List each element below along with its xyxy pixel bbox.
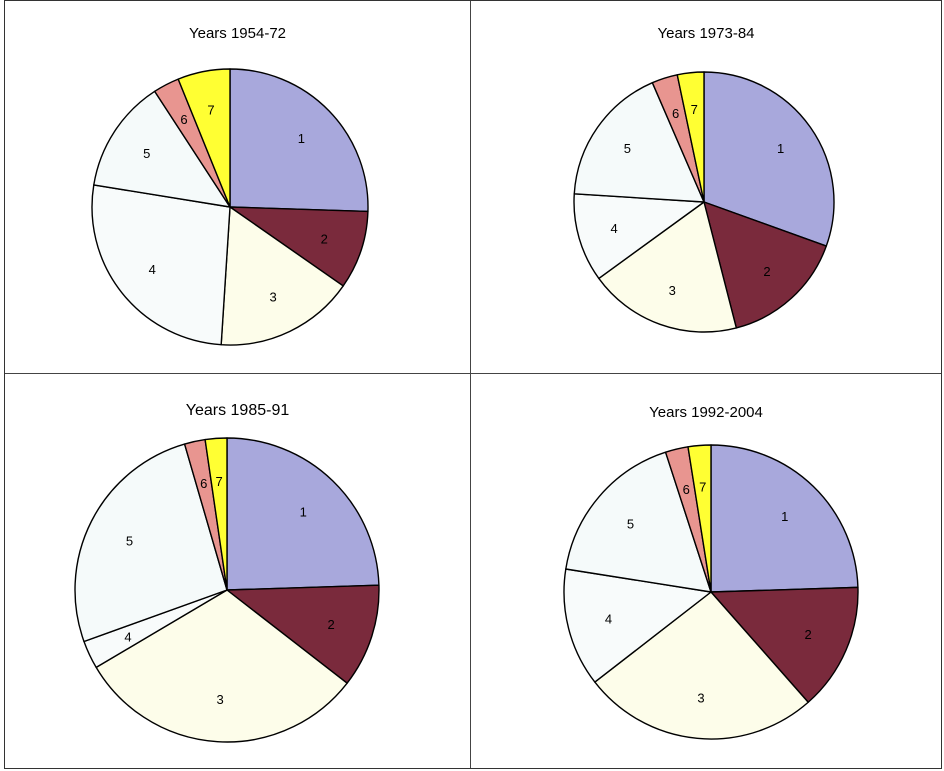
pie-slice-1	[226, 437, 380, 591]
slice-label-5: 5	[624, 141, 631, 156]
pie-slice-5	[565, 451, 712, 593]
pie-slice-3	[220, 206, 344, 346]
slice-label-1: 1	[298, 131, 305, 146]
slice-label-4: 4	[605, 611, 612, 626]
pie-slice-1	[710, 444, 859, 593]
pie-slice-7	[687, 444, 712, 593]
pie-slice-7	[676, 71, 705, 203]
pie-slice-7	[204, 437, 228, 591]
pie-slice-2	[229, 206, 369, 287]
chart-title: Years 1954-72	[188, 25, 287, 42]
pie-slice-4	[563, 568, 712, 683]
slice-label-6: 6	[683, 482, 690, 497]
slice-label-5: 5	[126, 533, 133, 548]
slice-label-5: 5	[627, 516, 634, 531]
slice-label-4: 4	[149, 262, 156, 277]
pie-slice-7	[177, 68, 231, 208]
pie-chart-1954-72: 1 2 3 4 5 6 7	[91, 68, 369, 346]
pie-slice-1	[703, 71, 835, 247]
chart-title: Years 1992-2004	[649, 404, 763, 421]
pie-slice-3	[95, 589, 348, 743]
pie-slice-5	[93, 90, 231, 208]
pie-slice-2	[703, 201, 828, 329]
slice-label-3: 3	[669, 283, 676, 298]
pie-slice-2	[226, 584, 380, 684]
pie-slice-5	[74, 443, 228, 643]
chart-title: Years 1973-84	[657, 25, 755, 42]
slice-label-4: 4	[610, 221, 617, 236]
pie-slice-4	[91, 184, 231, 346]
slice-label-2: 2	[804, 627, 811, 642]
slice-label-1: 1	[777, 141, 784, 156]
slice-label-7: 7	[691, 102, 698, 117]
slice-label-6: 6	[200, 476, 207, 491]
slice-label-2: 2	[763, 264, 770, 279]
slice-label-6: 6	[672, 106, 679, 121]
pie-chart-1973-84: 1 2 3 4 5 6 7	[573, 71, 835, 333]
slice-label-2: 2	[327, 617, 334, 632]
slice-label-3: 3	[269, 290, 276, 305]
slice-label-3: 3	[697, 690, 704, 705]
slice-label-5: 5	[143, 146, 150, 161]
pie-slice-5	[573, 81, 705, 203]
slice-label-7: 7	[215, 474, 222, 489]
pie-slice-2	[710, 586, 859, 703]
pie-chart-1992-2004: 1 2 3 4 5 6 7	[563, 444, 859, 740]
pie-slice-3	[598, 201, 738, 333]
slice-label-3: 3	[216, 692, 223, 707]
slice-label-1: 1	[300, 504, 307, 519]
chart-title: Years 1985-91	[185, 402, 290, 419]
slice-label-6: 6	[180, 112, 187, 127]
slice-label-4: 4	[124, 630, 131, 645]
pie-chart-1985-91: 1 2 3 4 5 6 7	[74, 437, 380, 743]
pie-slice-1	[229, 68, 369, 213]
slice-label-1: 1	[781, 509, 788, 524]
pie-slice-3	[594, 591, 809, 740]
slice-label-2: 2	[321, 231, 328, 246]
pie-panel-1954-72: Years 1954-72 1 2 3 4 5 6 7	[5, 1, 471, 374]
slice-label-7: 7	[699, 480, 706, 495]
slice-label-7: 7	[207, 103, 214, 118]
pie-slice-4	[573, 193, 705, 280]
